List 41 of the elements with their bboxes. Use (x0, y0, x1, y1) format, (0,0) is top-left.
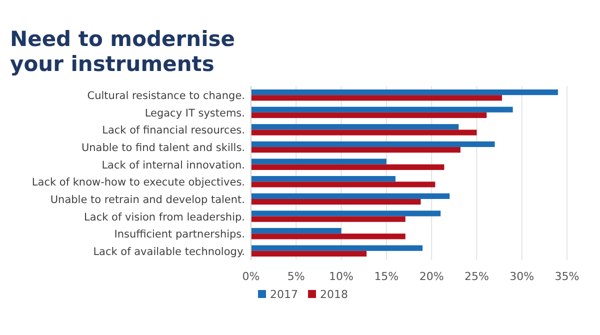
x-tick-label: 20% (419, 270, 444, 283)
bar (251, 216, 406, 222)
y-tick-label: Unable to retrain and develop talent. (50, 194, 245, 206)
bar (251, 198, 421, 205)
y-tick-label: Unable to find talent and skills. (81, 142, 245, 154)
bar (251, 124, 459, 130)
bar (251, 182, 436, 188)
bar (251, 250, 367, 257)
y-tick-label: Legacy IT systems. (144, 107, 245, 120)
bar (251, 228, 342, 234)
y-tick-label: Lack of financial resources. (102, 124, 245, 137)
x-tick-label: 0% (242, 270, 260, 283)
bar (251, 95, 502, 101)
bar (251, 147, 460, 153)
bar (251, 112, 487, 118)
y-tick-label: Lack of available technology. (93, 246, 245, 258)
y-tick-label: Lack of internal innovation. (102, 159, 245, 172)
bar (251, 164, 444, 170)
legend-label: 2018 (320, 288, 348, 301)
x-tick-label: 15% (374, 270, 399, 283)
y-tick-label: Cultural resistance to change. (87, 90, 245, 102)
bar (251, 193, 450, 199)
bar (251, 106, 513, 112)
bar (251, 158, 386, 164)
y-tick-label: Insufficient partnerships. (114, 228, 245, 241)
bar (251, 130, 477, 136)
bar (251, 176, 396, 182)
x-tick-label: 10% (329, 270, 354, 283)
bar (251, 234, 406, 240)
x-tick-label: 25% (464, 270, 489, 283)
bar (251, 141, 495, 148)
bar (251, 210, 441, 216)
x-tick-label: 5% (287, 270, 305, 283)
y-tick-label: Lack of vision from leadership. (84, 211, 245, 224)
x-tick-label: 35% (554, 270, 580, 283)
chart-title: Need to modernise your instruments (10, 27, 236, 76)
bar (251, 89, 558, 96)
bar (251, 245, 423, 251)
legend-label: 2017 (270, 288, 298, 301)
y-tick-label: Lack of know-how to execute objectives. (32, 176, 245, 189)
x-tick-label: 30% (510, 270, 534, 283)
